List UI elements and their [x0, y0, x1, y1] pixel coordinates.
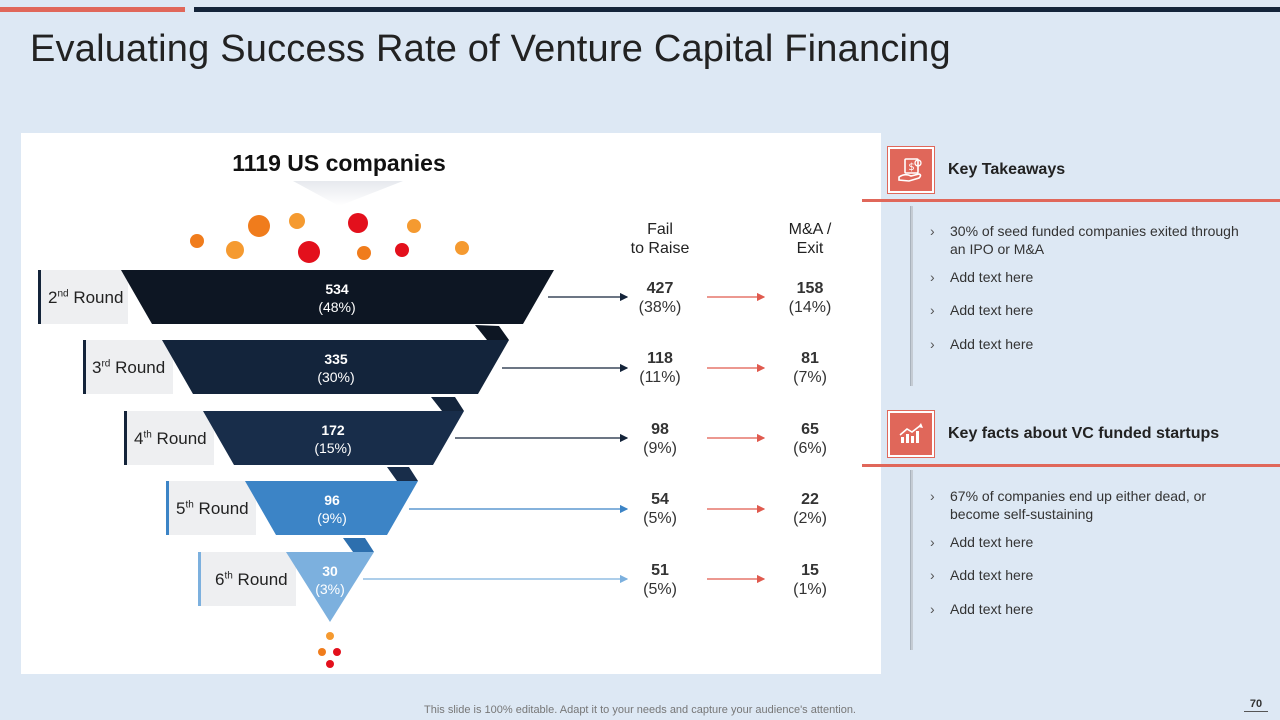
svg-text:$: $ [908, 162, 914, 173]
page-number: 70 [1244, 698, 1268, 712]
funnel-row-4th-round [124, 397, 766, 465]
dot [348, 213, 368, 233]
funnel-row-2nd-round [38, 270, 766, 324]
stage-value-2nd-round: 534 (48%) [318, 281, 356, 315]
funnel-panel: 1119 US companies [21, 133, 881, 674]
dot [357, 246, 371, 260]
exit-value-2nd-round: 158 (14%) [788, 280, 832, 316]
label-band-edge [198, 552, 201, 606]
fold [343, 538, 374, 552]
money-hand-icon: $ [887, 146, 935, 194]
stage-value-5th-round: 96 (9%) [317, 492, 347, 526]
fold [431, 397, 464, 411]
label-band-edge [83, 340, 86, 394]
takeaways-rule [862, 199, 1280, 202]
funnel-dots [190, 213, 469, 668]
stage-label-5th-round: 5th Round [176, 499, 249, 518]
dot [289, 213, 305, 229]
fail-value-4th-round: 98 (9%) [643, 421, 677, 457]
fact-item: › 67% of companies end up either dead, or… [930, 488, 1207, 522]
facts-title: Key facts about VC funded startups [948, 425, 1220, 442]
fact-item: › Add text here [930, 601, 1034, 617]
dot [226, 241, 244, 259]
takeaways-header: $ Key Takeaways [887, 145, 1280, 195]
label-band [38, 270, 128, 324]
dot [326, 632, 334, 640]
facts-rule [862, 464, 1280, 467]
takeaway-item: › Add text here [930, 269, 1034, 285]
stage-value-3rd-round: 335 (30%) [317, 351, 355, 385]
dot [333, 648, 341, 656]
top-accent-bar-red [0, 7, 185, 12]
funnel-segment [286, 552, 374, 622]
exit-value-4th-round: 65 (6%) [793, 421, 827, 457]
fail-value-5th-round: 54 (5%) [643, 491, 677, 527]
top-accent-bar-navy [194, 7, 1280, 12]
facts-vline [910, 470, 913, 650]
fold [475, 325, 509, 340]
fail-value-3rd-round: 118 (11%) [639, 350, 681, 386]
dot [455, 241, 469, 255]
funnel-row-6th-round [198, 538, 766, 622]
label-band [83, 340, 173, 394]
footer-note: This slide is 100% editable. Adapt it to… [424, 704, 856, 716]
takeaways-vline [910, 206, 913, 386]
stage-value-4th-round: 172 (15%) [314, 422, 352, 456]
label-band [166, 481, 256, 535]
takeaway-item: › Add text here [930, 302, 1034, 318]
funnel-segment [245, 481, 418, 535]
facts-header: Key facts about VC funded startups [887, 409, 1280, 459]
growth-chart-icon [887, 410, 935, 458]
dot [407, 219, 421, 233]
dot [248, 215, 270, 237]
title-shadow [293, 181, 403, 206]
funnel-row-3rd-round [83, 325, 766, 394]
funnel-graphic [38, 181, 766, 668]
takeaway-item: › Add text here [930, 336, 1034, 352]
header-fail-to-raise: Fail to Raise [630, 221, 690, 257]
header-exit: M&A / Exit [788, 221, 832, 257]
dot [318, 648, 326, 656]
stage-label-6th-round: 6th Round [215, 570, 288, 589]
label-band-edge [124, 411, 127, 465]
dot [298, 241, 320, 263]
fact-item: › Add text here [930, 534, 1034, 550]
takeaway-item: › 30% of seed funded companies exited thr… [930, 223, 1239, 257]
funnel-segment [162, 340, 509, 394]
exit-value-5th-round: 22 (2%) [793, 491, 827, 527]
exit-value-6th-round: 15 (1%) [793, 562, 827, 598]
label-band-edge [38, 270, 41, 324]
fold [387, 467, 418, 481]
funnel-segment [121, 270, 554, 324]
stage-label-2nd-round: 2nd Round [48, 288, 124, 307]
stage-value-6th-round: 30 (3%) [315, 563, 345, 597]
dot [326, 660, 334, 668]
fail-value-2nd-round: 427 (38%) [638, 280, 682, 316]
fact-item: › Add text here [930, 567, 1034, 583]
fail-value-6th-round: 51 (5%) [643, 562, 677, 598]
label-band [198, 552, 296, 606]
funnel-title: 1119 US companies [232, 150, 446, 176]
label-band-edge [166, 481, 169, 535]
funnel-row-5th-round [166, 467, 766, 535]
funnel-segment [203, 411, 464, 465]
takeaways-title: Key Takeaways [948, 161, 1066, 178]
slide-title: Evaluating Success Rate of Venture Capit… [30, 28, 951, 70]
stage-label-4th-round: 4th Round [134, 429, 207, 448]
dot [395, 243, 409, 257]
dot [190, 234, 204, 248]
label-band [124, 411, 214, 465]
exit-value-3rd-round: 81 (7%) [793, 350, 827, 386]
stage-label-3rd-round: 3rd Round [92, 358, 166, 377]
